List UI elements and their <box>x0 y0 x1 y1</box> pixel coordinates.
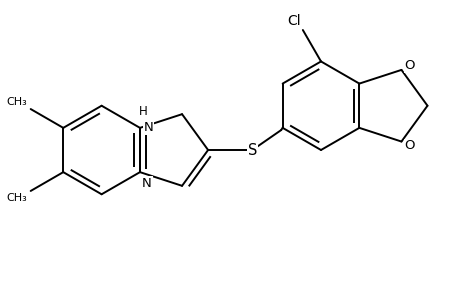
Text: O: O <box>403 140 414 152</box>
Text: N: N <box>143 122 153 134</box>
Text: CH₃: CH₃ <box>6 97 27 107</box>
Text: O: O <box>403 59 414 72</box>
Text: Cl: Cl <box>286 14 300 28</box>
Text: H: H <box>139 105 147 118</box>
Text: CH₃: CH₃ <box>6 193 27 203</box>
Text: S: S <box>247 142 257 158</box>
Text: N: N <box>142 177 151 190</box>
